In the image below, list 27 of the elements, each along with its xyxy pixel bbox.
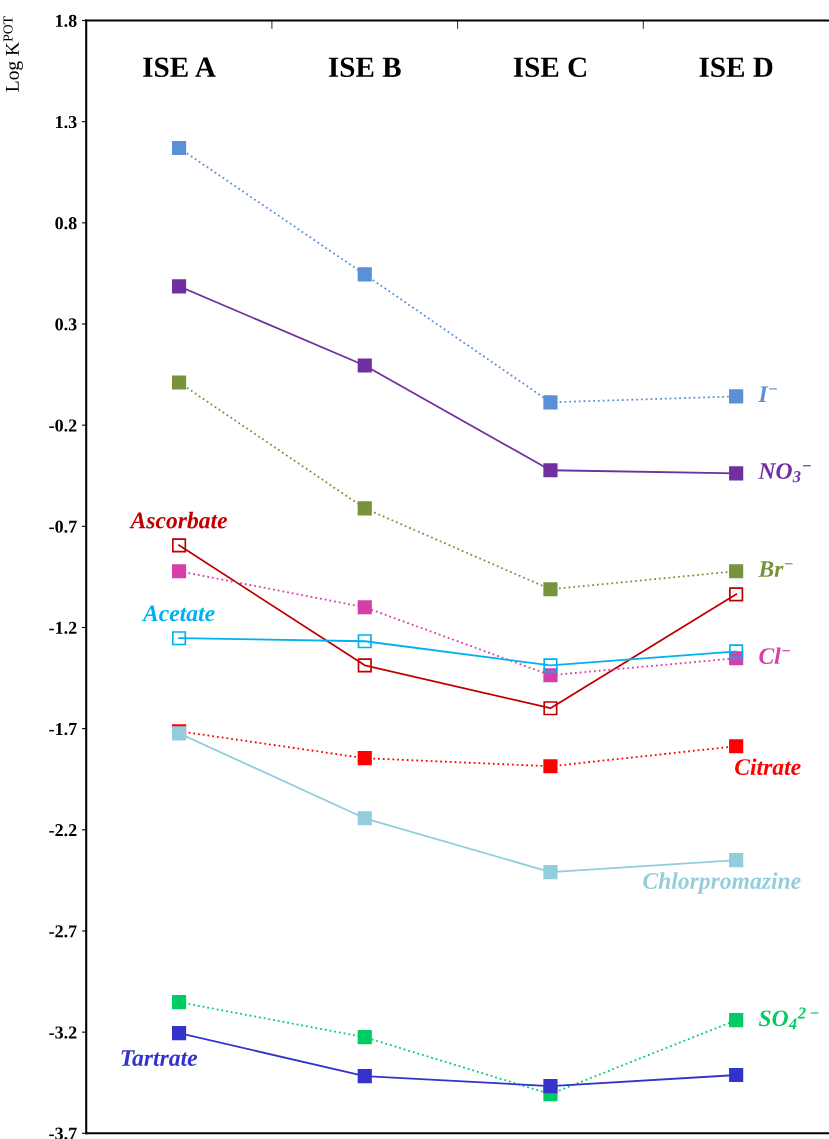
x-tick-label: ISE D — [699, 57, 773, 78]
y-tick-label: -2.7 — [49, 925, 77, 938]
series-label: Acetate — [141, 605, 215, 622]
y-axis-title: Log K$^{POT}$ — [3, 16, 23, 92]
y-tick-label: 1.8 — [56, 14, 77, 28]
series-label: Br$^{−}$ — [758, 561, 793, 577]
y-tick-label: 1.3 — [56, 115, 77, 129]
y-tick-label: -0.2 — [49, 419, 77, 432]
y-tick-label: -1.7 — [49, 722, 77, 736]
y-tick-label: -1.2 — [49, 621, 77, 635]
y-tick-label: -3.7 — [49, 1127, 77, 1139]
x-tick-label: ISE C — [513, 57, 586, 78]
x-tick-label: ISE A — [143, 57, 216, 78]
series-label: Chlorpromazine — [643, 872, 801, 894]
series-label: Citrate — [735, 758, 801, 776]
series-label: NO$_{3}$$^{−}$ — [758, 463, 811, 483]
y-tick-label: -2.2 — [49, 824, 77, 837]
x-tick-label: ISE B — [328, 57, 401, 78]
y-tick-label: -3.2 — [49, 1026, 77, 1039]
y-tick-label: 0.8 — [55, 217, 77, 230]
y-tick-label: -0.7 — [49, 520, 77, 533]
series-label: Tartrate — [121, 1050, 198, 1066]
series-label: Ascorbate — [129, 511, 228, 529]
y-tick-label: 0.3 — [55, 318, 77, 331]
series-label: SO$_{4}$$^{2−}$ — [758, 1007, 819, 1030]
series-label: I$^{−}$ — [758, 386, 777, 402]
series-label: Cl$^{−}$ — [759, 647, 790, 665]
